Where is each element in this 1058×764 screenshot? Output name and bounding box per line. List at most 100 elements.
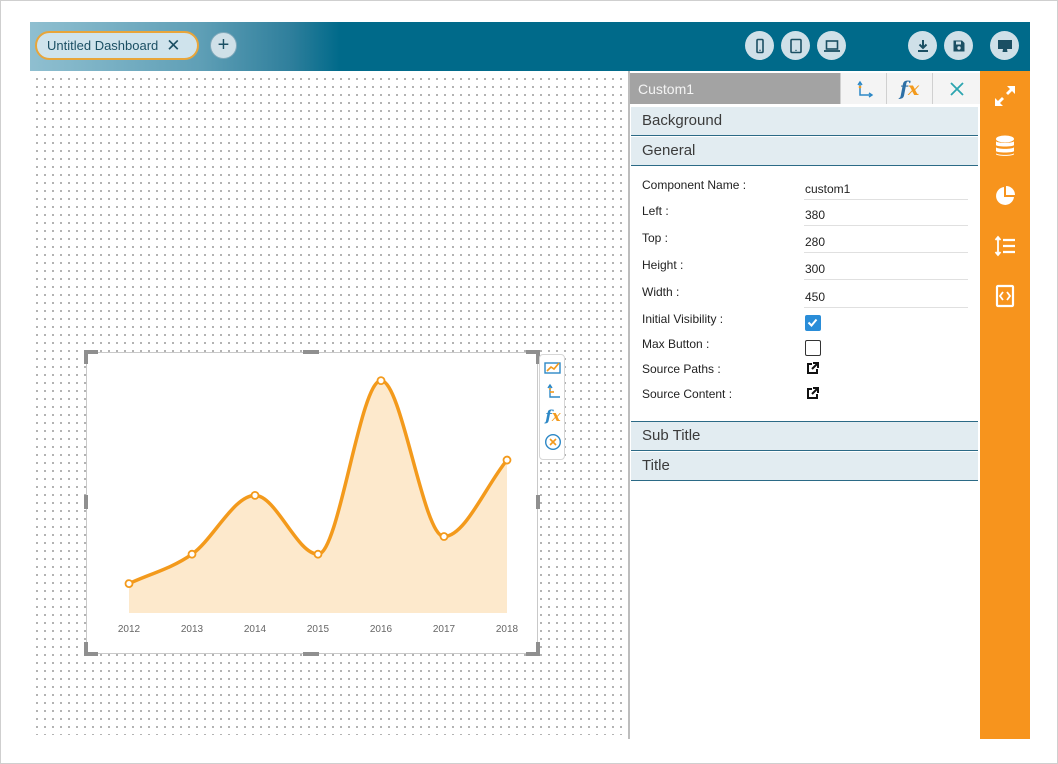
mobile-view-button[interactable] (745, 31, 774, 60)
laptop-icon (823, 39, 840, 52)
resize-corner-bottom-left[interactable] (84, 642, 98, 656)
tablet-icon (789, 38, 802, 53)
data-point-2016[interactable] (376, 376, 386, 386)
tab-label: Untitled Dashboard (47, 38, 159, 53)
pie-chart-icon (996, 186, 1015, 205)
function-icon: fx (899, 77, 920, 100)
panel-title: Custom1 (638, 81, 695, 97)
component-name-field[interactable]: custom1 (804, 174, 968, 200)
preview-button[interactable] (990, 31, 1019, 60)
save-button[interactable] (944, 31, 973, 60)
height-label: Height : (642, 258, 684, 272)
data-point-2017[interactable] (439, 532, 449, 541)
edit-chart-button[interactable] (544, 359, 562, 377)
expand-button[interactable] (992, 83, 1018, 109)
function-icon: fx (545, 407, 561, 425)
axis-settings-button[interactable] (544, 383, 562, 401)
left-label: Left : (642, 204, 669, 218)
component-name-label: Component Name : (642, 178, 747, 192)
max-button-checkbox[interactable] (805, 340, 821, 356)
close-panel-button[interactable] (932, 73, 980, 104)
source-content-button[interactable] (805, 386, 820, 406)
laptop-view-button[interactable] (817, 31, 846, 60)
close-tab-icon[interactable]: ✕ (166, 36, 181, 55)
download-icon (917, 39, 928, 52)
x-tick-label: 2017 (433, 624, 456, 635)
axis-tab-button[interactable] (840, 73, 886, 104)
axis-icon (547, 383, 560, 398)
x-tick-label: 2013 (181, 624, 204, 635)
sort-list-button[interactable] (992, 233, 1018, 259)
initial-visibility-checkbox[interactable] (805, 315, 821, 331)
remove-widget-button[interactable] (544, 433, 562, 451)
database-icon (996, 135, 1014, 156)
resize-handle-bottom[interactable] (303, 652, 319, 656)
right-sidebar (980, 71, 1030, 739)
function-button[interactable]: fx (544, 407, 562, 425)
properties-panel: Custom1 fx Background General Component … (630, 71, 980, 739)
tablet-view-button[interactable] (781, 31, 810, 60)
panel-divider[interactable] (628, 71, 630, 739)
script-button[interactable] (992, 283, 1018, 309)
data-point-2015[interactable] (313, 549, 323, 559)
data-point-2018[interactable] (502, 455, 512, 465)
x-tick-label: 2018 (496, 624, 519, 635)
section-general[interactable]: General (631, 137, 978, 166)
checkmark-icon (807, 318, 818, 327)
desktop-icon (997, 39, 1012, 52)
external-link-icon (807, 387, 819, 399)
resize-handle-right[interactable] (536, 495, 540, 509)
data-point-2013[interactable] (187, 549, 197, 559)
section-divider (631, 421, 978, 422)
width-field[interactable]: 450 (804, 282, 968, 308)
area-chart: 2012 2013 2014 2015 2016 2017 2018 (118, 376, 519, 635)
section-subtitle[interactable]: Sub Title (631, 422, 978, 451)
left-field[interactable]: 380 (804, 200, 968, 226)
height-field[interactable]: 300 (804, 254, 968, 280)
top-field[interactable]: 280 (804, 227, 968, 253)
save-icon (953, 40, 964, 51)
data-point-2012[interactable] (124, 579, 134, 588)
chart-widget[interactable]: 2012 2013 2014 2015 2016 2017 2018 (86, 352, 538, 654)
x-tick-label: 2014 (244, 624, 267, 635)
external-link-icon (807, 362, 819, 374)
data-point-2014[interactable] (250, 490, 260, 500)
max-button-label: Max Button : (642, 337, 710, 351)
resize-corner-bottom-right[interactable] (526, 642, 540, 656)
widget-toolbar: fx (539, 354, 565, 460)
code-icon (995, 284, 1015, 308)
resize-corner-top-left[interactable] (84, 350, 98, 364)
area-fill (129, 380, 507, 613)
panel-header: Custom1 fx (630, 73, 980, 104)
width-label: Width : (642, 285, 680, 299)
section-title[interactable]: Title (631, 452, 978, 481)
x-tick-label: 2012 (118, 624, 141, 635)
function-tab-button[interactable]: fx (886, 73, 932, 104)
dashboard-tab[interactable]: Untitled Dashboard ✕ (35, 31, 199, 60)
datasource-button[interactable] (992, 133, 1018, 159)
x-tick-label: 2016 (370, 624, 393, 635)
top-label: Top : (642, 231, 669, 245)
section-background[interactable]: Background (631, 107, 978, 136)
mobile-icon (755, 38, 764, 53)
expand-icon (995, 86, 1015, 106)
close-icon (949, 81, 964, 96)
x-tick-label: 2015 (307, 624, 330, 635)
chart-type-button[interactable] (992, 183, 1018, 209)
resize-handle-top[interactable] (303, 350, 319, 354)
plus-icon: + (217, 34, 230, 56)
source-paths-button[interactable] (805, 361, 820, 381)
source-paths-label: Source Paths : (642, 362, 721, 376)
add-tab-button[interactable]: + (210, 32, 237, 59)
download-button[interactable] (908, 31, 937, 60)
resize-handle-left[interactable] (84, 495, 88, 509)
edit-chart-icon (544, 362, 561, 374)
axis-icon (856, 80, 873, 98)
resize-corner-top-right[interactable] (526, 350, 540, 364)
initial-visibility-label: Initial Visibility : (642, 312, 724, 326)
sort-list-icon (994, 235, 1015, 257)
close-circle-icon (544, 433, 562, 451)
top-toolbar: Untitled Dashboard ✕ + (30, 22, 1030, 71)
source-content-label: Source Content : (642, 387, 733, 401)
